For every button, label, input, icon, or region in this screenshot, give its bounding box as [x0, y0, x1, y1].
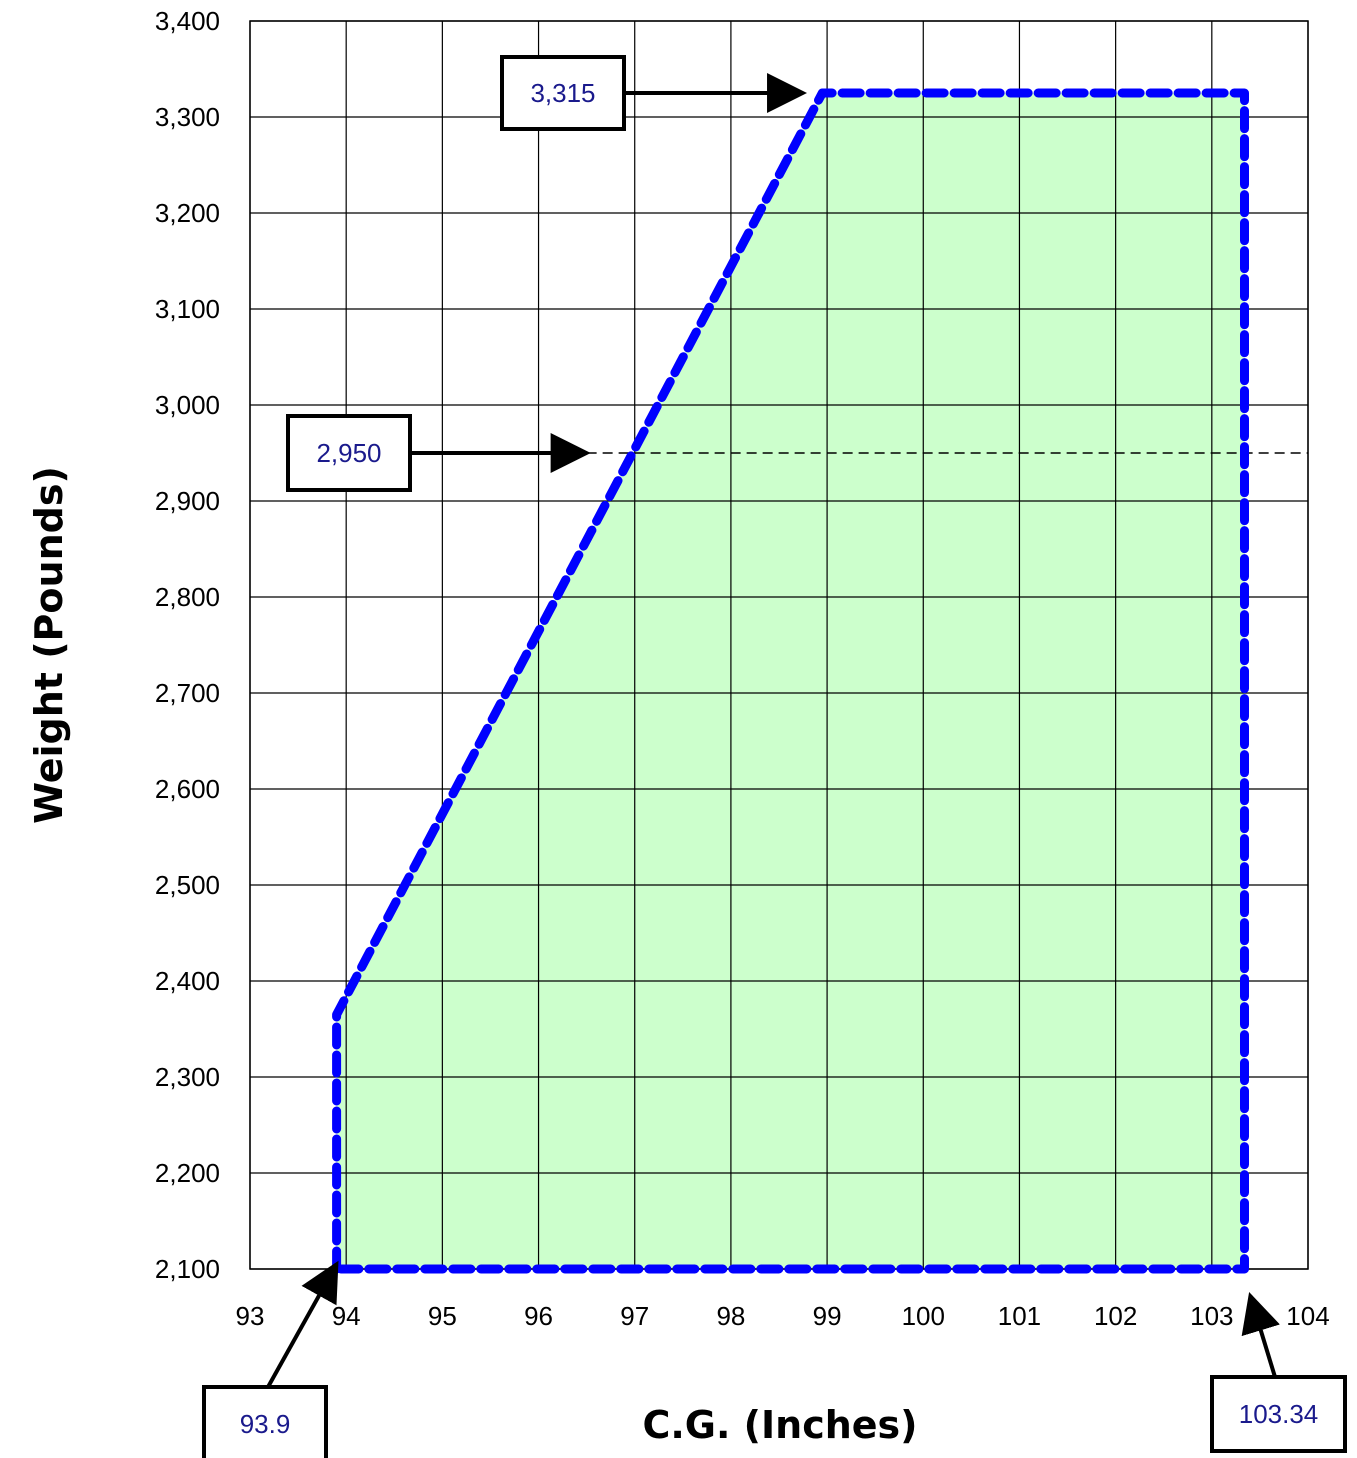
y-tick-label: 2,700: [155, 678, 220, 708]
y-axis-title: Weight (Pounds): [27, 466, 71, 824]
x-tick-label: 96: [524, 1301, 553, 1331]
callout-label: 2,950: [316, 438, 381, 468]
x-tick-label: 93: [236, 1301, 265, 1331]
x-tick-label: 95: [428, 1301, 457, 1331]
callout-arrow: [1241, 1292, 1280, 1378]
envelope-fill: [336, 93, 1245, 1269]
x-tick-label: 101: [998, 1301, 1041, 1331]
x-tick-labels: 93 94 95 96 97 98 99 100 101 102 103 104: [236, 1301, 1330, 1331]
y-tick-label: 3,400: [155, 6, 220, 36]
y-tick-label: 3,200: [155, 198, 220, 228]
y-tick-label: 2,200: [155, 1158, 220, 1188]
callout-label: 103.34: [1239, 1399, 1319, 1429]
x-axis-title: C.G. (Inches): [642, 1403, 917, 1447]
annotations: 3,315 2,950 93.9 103.34: [202, 55, 1347, 1458]
x-tick-label: 98: [716, 1301, 745, 1331]
y-tick-label: 3,100: [155, 294, 220, 324]
y-tick-label: 2,500: [155, 870, 220, 900]
callout-box: [202, 1385, 328, 1458]
callout-label: 3,315: [530, 78, 595, 108]
callout-box: [286, 414, 412, 492]
callout-box: [500, 55, 626, 131]
y-tick-label: 3,300: [155, 102, 220, 132]
callout-label: 93.9: [240, 1409, 291, 1439]
y-tick-label: 3,000: [155, 390, 220, 420]
x-tick-label: 104: [1286, 1301, 1329, 1331]
x-tick-label: 102: [1094, 1301, 1137, 1331]
y-tick-label: 2,900: [155, 486, 220, 516]
x-tick-label: 94: [332, 1301, 361, 1331]
y-tick-labels: 2,100 2,200 2,300 2,400 2,500 2,600 2,700 2,800…: [155, 6, 220, 1284]
x-tick-label: 99: [813, 1301, 842, 1331]
envelope-outline: [332, 88, 1249, 1274]
callout-arrow: [266, 1260, 339, 1388]
y-tick-label: 2,400: [155, 966, 220, 996]
x-tick-label: 103: [1190, 1301, 1233, 1331]
x-tick-label: 97: [620, 1301, 649, 1331]
callout-box: [1210, 1375, 1347, 1453]
y-tick-label: 2,800: [155, 582, 220, 612]
y-tick-label: 2,100: [155, 1254, 220, 1284]
y-tick-label: 2,600: [155, 774, 220, 804]
x-tick-label: 100: [902, 1301, 945, 1331]
y-tick-label: 2,300: [155, 1062, 220, 1092]
